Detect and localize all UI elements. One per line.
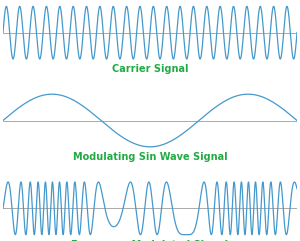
X-axis label: Frequency Modulated Signal: Frequency Modulated Signal <box>71 240 229 241</box>
X-axis label: Modulating Sin Wave Signal: Modulating Sin Wave Signal <box>73 152 227 162</box>
X-axis label: Carrier Signal: Carrier Signal <box>112 64 188 74</box>
